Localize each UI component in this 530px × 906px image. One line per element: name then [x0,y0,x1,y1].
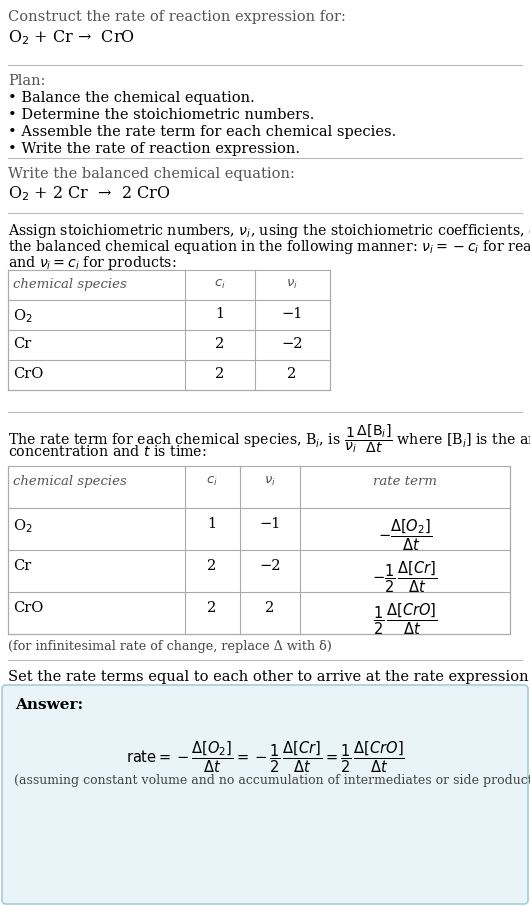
Text: 2: 2 [287,367,297,381]
Text: Cr: Cr [13,559,31,573]
Text: Set the rate terms equal to each other to arrive at the rate expression:: Set the rate terms equal to each other t… [8,670,530,684]
Text: $\mathrm{rate} = -\dfrac{\Delta[O_2]}{\Delta t} = -\dfrac{1}{2}\,\dfrac{\Delta[C: $\mathrm{rate} = -\dfrac{\Delta[O_2]}{\D… [126,739,404,775]
Text: 2: 2 [215,367,225,381]
Bar [8,270,330,390]
Text: O$_2$: O$_2$ [13,307,32,324]
Text: 2: 2 [207,559,217,573]
Text: −1: −1 [259,517,281,531]
Text: $c_i$: $c_i$ [214,278,226,291]
Text: Write the balanced chemical equation:: Write the balanced chemical equation: [8,167,295,181]
Bar [8,466,510,634]
Text: • Assemble the rate term for each chemical species.: • Assemble the rate term for each chemic… [8,125,396,139]
Text: 1: 1 [215,307,225,321]
Text: Plan:: Plan: [8,74,46,88]
Text: −1: −1 [281,307,303,321]
Text: −2: −2 [281,337,303,351]
Text: $-\dfrac{1}{2}\,\dfrac{\Delta[Cr]}{\Delta t}$: $-\dfrac{1}{2}\,\dfrac{\Delta[Cr]}{\Delt… [372,559,438,594]
Text: the balanced chemical equation in the following manner: $\nu_i = -c_i$ for react: the balanced chemical equation in the fo… [8,238,530,256]
Text: 2: 2 [215,337,225,351]
Text: $c_i$: $c_i$ [206,475,218,488]
Text: O$_2$ + Cr →  CrO: O$_2$ + Cr → CrO [8,28,135,47]
Text: • Determine the stoichiometric numbers.: • Determine the stoichiometric numbers. [8,108,314,122]
Text: Cr: Cr [13,337,31,351]
Text: • Write the rate of reaction expression.: • Write the rate of reaction expression. [8,142,300,156]
Text: $\nu_i$: $\nu_i$ [264,475,276,488]
Text: (for infinitesimal rate of change, replace Δ with δ): (for infinitesimal rate of change, repla… [8,640,332,653]
Text: 1: 1 [207,517,217,531]
Text: O$_2$: O$_2$ [13,517,32,535]
Text: and $\nu_i = c_i$ for products:: and $\nu_i = c_i$ for products: [8,254,176,272]
Text: • Balance the chemical equation.: • Balance the chemical equation. [8,91,255,105]
Text: 2: 2 [207,601,217,615]
Text: O$_2$ + 2 Cr  →  2 CrO: O$_2$ + 2 Cr → 2 CrO [8,184,171,203]
Text: Construct the rate of reaction expression for:: Construct the rate of reaction expressio… [8,10,346,24]
Text: The rate term for each chemical species, B$_i$, is $\dfrac{1}{\nu_i}\dfrac{\Delt: The rate term for each chemical species,… [8,422,530,455]
Text: chemical species: chemical species [13,475,127,488]
Text: chemical species: chemical species [13,278,127,291]
Text: CrO: CrO [13,601,43,615]
Text: $-\dfrac{\Delta[O_2]}{\Delta t}$: $-\dfrac{\Delta[O_2]}{\Delta t}$ [378,517,432,553]
Text: rate term: rate term [373,475,437,488]
Text: $\dfrac{1}{2}\,\dfrac{\Delta[CrO]}{\Delta t}$: $\dfrac{1}{2}\,\dfrac{\Delta[CrO]}{\Delt… [373,601,437,637]
Text: Assign stoichiometric numbers, $\nu_i$, using the stoichiometric coefficients, $: Assign stoichiometric numbers, $\nu_i$, … [8,222,530,240]
Text: CrO: CrO [13,367,43,381]
Text: concentration and $t$ is time:: concentration and $t$ is time: [8,444,207,459]
Text: Answer:: Answer: [15,698,83,712]
Text: −2: −2 [259,559,281,573]
Text: $\nu_i$: $\nu_i$ [286,278,298,291]
Text: (assuming constant volume and no accumulation of intermediates or side products): (assuming constant volume and no accumul… [14,774,530,787]
FancyBboxPatch shape [2,685,528,904]
Text: 2: 2 [266,601,275,615]
